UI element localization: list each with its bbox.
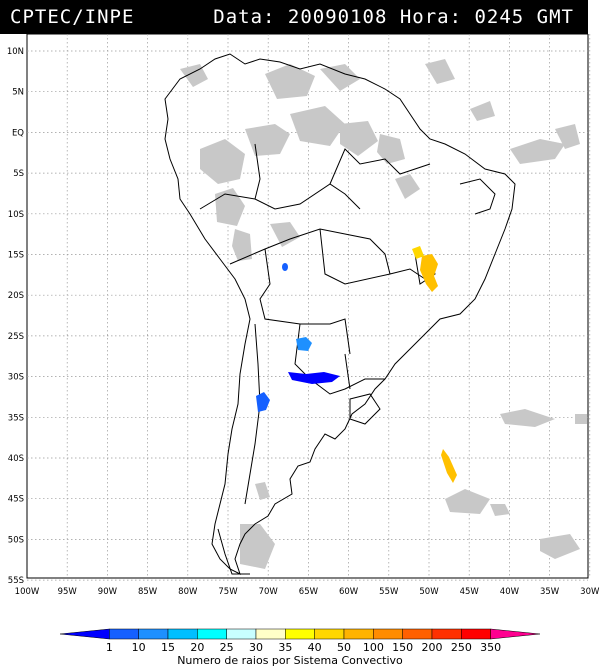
lightning-clusters: [256, 246, 457, 483]
colorbar-label: 50: [337, 641, 351, 654]
colorbar-label: 40: [308, 641, 322, 654]
colorbar-swatch: [138, 628, 169, 640]
cluster-shape: [282, 263, 288, 271]
latitude-labels: 10N 5N EQ 5S 10S 15S 20S 25S 30S 35S 40S 45S 50S 55S: [7, 47, 24, 586]
colorbar-label: 35: [278, 641, 292, 654]
latitude-label: 45S: [8, 495, 24, 505]
colorbar-title: Numero de raios por Sistema Convectivo: [177, 654, 403, 667]
latitude-label: 10S: [8, 210, 24, 220]
colorbar-label: 15: [161, 641, 175, 654]
longitude-label: 100W: [15, 587, 40, 597]
colorbar-label: 20: [190, 641, 204, 654]
colorbar-swatch: [285, 628, 315, 640]
longitude-label: 80W: [178, 587, 198, 597]
cluster-shape: [441, 449, 457, 483]
colorbar-swatch: [431, 628, 462, 640]
cluster-shape: [412, 246, 424, 259]
latitude-label: 30S: [8, 373, 24, 383]
colorbar-label: 10: [132, 641, 146, 654]
longitude-label: 65W: [299, 587, 319, 597]
cluster-shape: [288, 372, 340, 384]
source-label: CPTEC/INPE: [10, 6, 135, 28]
longitude-label: 30W: [580, 587, 600, 597]
longitude-label: 50W: [419, 587, 439, 597]
longitude-labels: 100W 95W 90W 85W 80W 75W 70W 65W 60W 55W 50W 45W 40W…: [15, 587, 600, 597]
latitude-label: 15S: [8, 251, 24, 261]
datetime-label: Data: 20090108 Hora: 0245 GMT: [213, 6, 574, 28]
longitude-label: 75W: [218, 587, 238, 597]
colorbar-swatch: [343, 628, 374, 640]
longitude-label: 90W: [98, 587, 118, 597]
colorbar-swatch: [255, 628, 286, 640]
longitude-label: 95W: [58, 587, 78, 597]
colorbar-swatch: [197, 628, 227, 640]
latitude-label: 20S: [8, 291, 24, 301]
longitude-label: 60W: [339, 587, 359, 597]
colorbar-swatch: [314, 628, 345, 640]
latitude-label: 5S: [13, 169, 24, 179]
latitude-label: 55S: [8, 576, 24, 586]
cluster-shape: [420, 254, 438, 292]
cluster-shape: [296, 337, 312, 351]
longitude-label: 55W: [379, 587, 399, 597]
latitude-label: EQ: [12, 128, 24, 138]
colorbar-swatch: [226, 628, 257, 640]
colorbar-label: 150: [392, 641, 413, 654]
latitude-label: 25S: [8, 332, 24, 342]
longitude-label: 35W: [540, 587, 560, 597]
latitude-label: 40S: [8, 454, 24, 464]
colorbar-swatch: [167, 628, 198, 640]
longitude-label: 70W: [259, 587, 279, 597]
colorbar-label: 30: [249, 641, 263, 654]
colorbar-swatch: [373, 628, 403, 640]
latitude-label: 50S: [8, 535, 24, 545]
colorbar-label: 1: [106, 641, 113, 654]
title-bar: CPTEC/INPE Data: 20090108 Hora: 0245 GMT: [0, 0, 588, 34]
colorbar-label: 25: [220, 641, 234, 654]
latitude-label: 10N: [7, 47, 24, 57]
longitude-label: 40W: [500, 587, 520, 597]
longitude-label: 85W: [138, 587, 158, 597]
colorbar-swatch: [402, 628, 433, 640]
colorbar-label: 350: [480, 641, 501, 654]
latitude-label: 5N: [12, 88, 24, 98]
colorbar-label: 100: [363, 641, 384, 654]
colorbar-swatch: [490, 628, 541, 640]
coastlines: [164, 53, 516, 575]
cloud-cover: [180, 59, 587, 569]
colorbar-label: 250: [451, 641, 472, 654]
colorbar-label: 200: [422, 641, 443, 654]
lightning-map: 10N5NEQ5S10S15S20S25S30S35S40S45S50S55S …: [7, 34, 600, 667]
colorbar-swatch: [109, 628, 139, 640]
cluster-shape: [256, 392, 270, 412]
colorbar-swatch: [59, 628, 110, 640]
colorbar: 1 10 15 20 25 30 35 40 50 100 150 200 250 350: [59, 628, 541, 654]
longitude-label: 45W: [460, 587, 480, 597]
latitude-label: 35S: [8, 413, 24, 423]
colorbar-swatch: [461, 628, 491, 640]
